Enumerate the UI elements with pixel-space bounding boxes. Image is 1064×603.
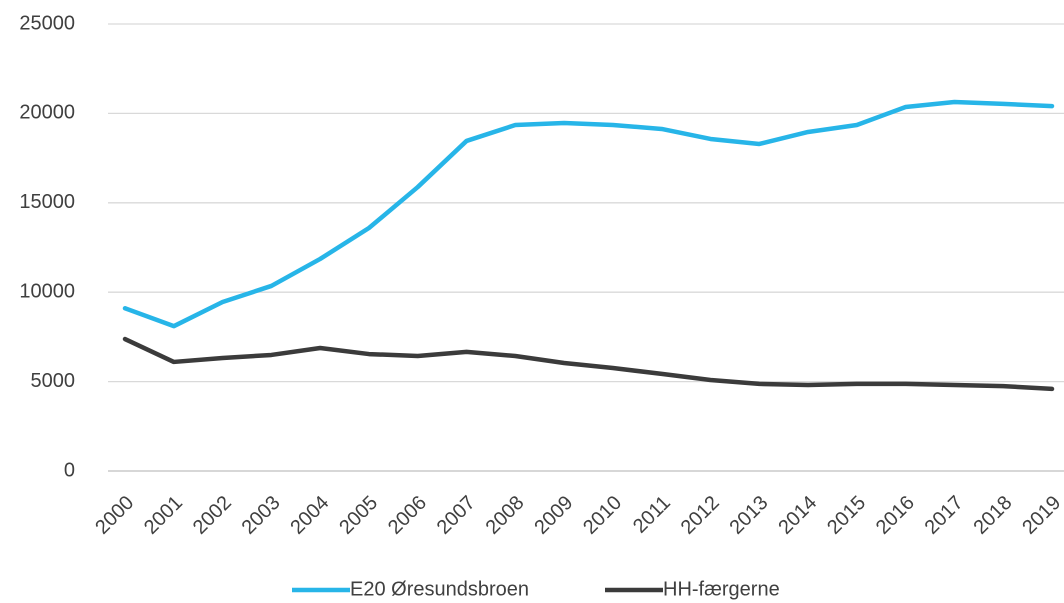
legend-label: E20 Øresundsbroen — [350, 578, 529, 600]
x-tick-label: 2015 — [823, 492, 870, 539]
x-tick-label: 2009 — [530, 492, 577, 539]
x-tick-label: 2005 — [335, 492, 382, 539]
series-line — [122, 336, 1055, 392]
x-tick-label: 2007 — [433, 492, 480, 539]
x-tick-label: 2016 — [872, 492, 919, 539]
y-tick-label: 15000 — [19, 191, 75, 213]
x-tick-label: 2003 — [238, 492, 285, 539]
x-tick-label: 2006 — [384, 492, 431, 539]
y-tick-label: 20000 — [19, 102, 75, 124]
x-tick-label: 2018 — [969, 492, 1016, 539]
x-tick-label: 2012 — [677, 492, 724, 539]
x-tick-label: 2013 — [726, 492, 773, 539]
series-line — [122, 99, 1055, 329]
x-tick-label: 2000 — [91, 492, 138, 539]
x-tick-label: 2010 — [579, 492, 626, 539]
x-tick-label: 2019 — [1018, 492, 1064, 539]
x-tick-label: 2001 — [140, 492, 187, 539]
x-tick-label: 2002 — [189, 492, 236, 539]
y-tick-label: 5000 — [31, 370, 76, 392]
y-tick-label: 10000 — [19, 280, 75, 302]
x-tick-label: 2011 — [629, 492, 675, 538]
x-tick-label: 2014 — [774, 492, 821, 539]
x-tick-label: 2017 — [921, 492, 968, 539]
legend-label: HH-færgerne — [663, 578, 780, 600]
x-tick-label: 2004 — [286, 492, 333, 539]
y-tick-label: 25000 — [19, 12, 75, 34]
x-tick-label: 2008 — [482, 492, 529, 539]
y-tick-label: 0 — [64, 459, 75, 481]
